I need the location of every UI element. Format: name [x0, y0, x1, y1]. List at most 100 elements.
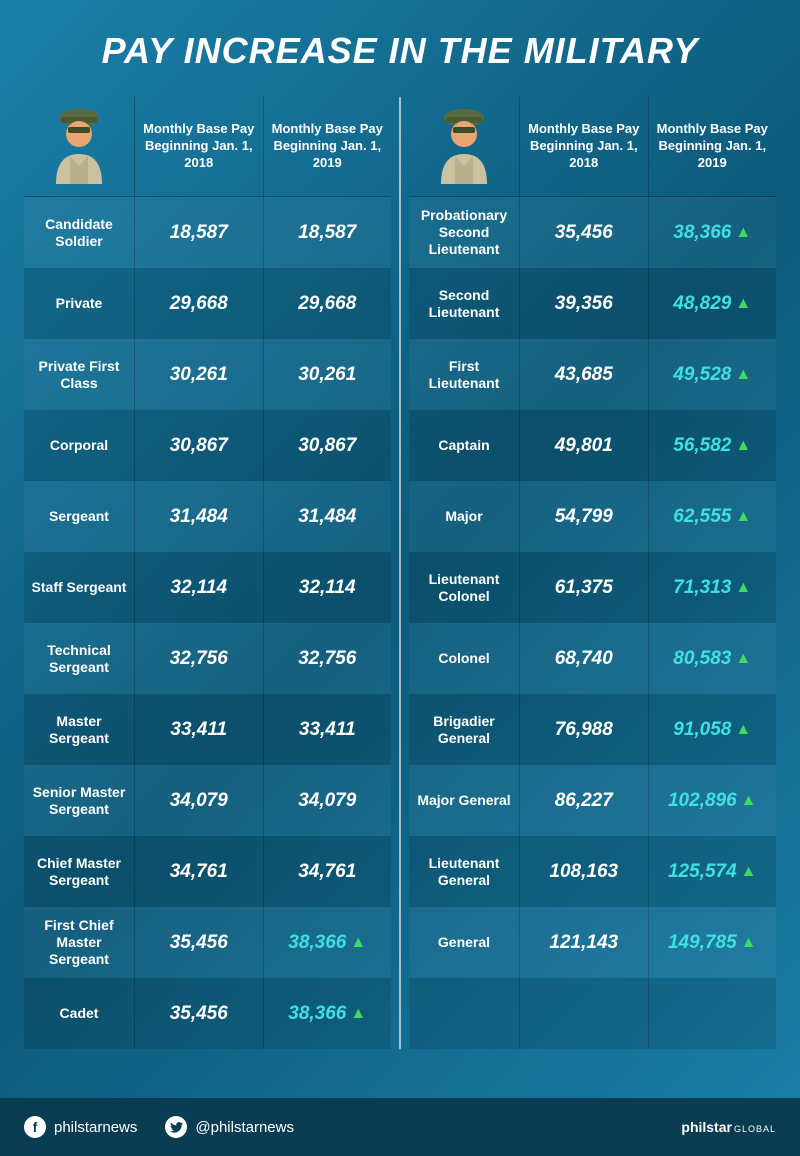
pay-2019-cell: 30,867 [263, 410, 392, 481]
pay-2019-cell: 30,261 [263, 339, 392, 410]
pay-2019-cell: 29,668 [263, 268, 392, 339]
rank-cell: Chief Master Sergeant [24, 836, 134, 907]
pay-2019-cell: 71,313▲ [648, 552, 777, 623]
pay-2018-cell: 86,227 [519, 765, 648, 836]
table-row: Lieutenant Colonel61,37571,313▲ [409, 552, 776, 623]
pay-2018-cell: 30,867 [134, 410, 263, 481]
rank-cell: Private First Class [24, 339, 134, 410]
pay-2018-cell: 29,668 [134, 268, 263, 339]
rank-cell: Corporal [24, 410, 134, 481]
table-row: Cadet35,45638,366▲ [24, 978, 391, 1049]
up-arrow-icon: ▲ [741, 863, 757, 881]
right-table-header: Monthly Base Pay Beginning Jan. 1, 2018 … [409, 97, 776, 197]
page-title: PAY INCREASE IN THE MILITARY [0, 0, 800, 97]
up-arrow-icon: ▲ [735, 437, 751, 455]
pay-2018-cell: 32,114 [134, 552, 263, 623]
up-arrow-icon: ▲ [735, 650, 751, 668]
pay-2019-cell: 91,058▲ [648, 694, 777, 765]
pay-2018-cell: 108,163 [519, 836, 648, 907]
up-arrow-icon: ▲ [735, 295, 751, 313]
pay-2018-cell: 68,740 [519, 623, 648, 694]
table-row: General121,143149,785▲ [409, 907, 776, 978]
col-header-2019: Monthly Base Pay Beginning Jan. 1, 2019 [648, 97, 777, 197]
pay-2019-cell: 18,587 [263, 197, 392, 268]
table-row: Colonel68,74080,583▲ [409, 623, 776, 694]
pay-2018-cell: 31,484 [134, 481, 263, 552]
twitter-link[interactable]: @philstarnews [165, 1116, 294, 1138]
up-arrow-icon: ▲ [735, 721, 751, 739]
table-row: Private First Class30,26130,261 [24, 339, 391, 410]
pay-2018-cell [519, 978, 648, 1049]
rank-cell [409, 978, 519, 1049]
twitter-handle: @philstarnews [195, 1119, 294, 1136]
pay-2019-cell: 31,484 [263, 481, 392, 552]
rank-cell: First Chief Master Sergeant [24, 907, 134, 978]
table-divider [399, 97, 401, 1049]
pay-2019-cell: 149,785▲ [648, 907, 777, 978]
pay-2018-cell: 49,801 [519, 410, 648, 481]
rank-cell: Technical Sergeant [24, 623, 134, 694]
rank-cell: Master Sergeant [24, 694, 134, 765]
col-header-2019: Monthly Base Pay Beginning Jan. 1, 2019 [263, 97, 392, 197]
pay-2018-cell: 34,079 [134, 765, 263, 836]
rank-cell: Cadet [24, 978, 134, 1049]
rank-cell: Lieutenant General [409, 836, 519, 907]
pay-2019-cell: 80,583▲ [648, 623, 777, 694]
pay-2018-cell: 35,456 [134, 907, 263, 978]
rank-cell: First Lieutenant [409, 339, 519, 410]
table-row: Staff Sergeant32,11432,114 [24, 552, 391, 623]
pay-2019-cell: 32,756 [263, 623, 392, 694]
pay-2018-cell: 33,411 [134, 694, 263, 765]
table-row: First Chief Master Sergeant35,45638,366▲ [24, 907, 391, 978]
table-row: Lieutenant General108,163125,574▲ [409, 836, 776, 907]
soldier-icon [24, 104, 134, 189]
table-row: Captain49,80156,582▲ [409, 410, 776, 481]
table-row: Corporal30,86730,867 [24, 410, 391, 481]
table-row: Private29,66829,668 [24, 268, 391, 339]
up-arrow-icon: ▲ [741, 934, 757, 952]
left-table: Monthly Base Pay Beginning Jan. 1, 2018 … [24, 97, 391, 1049]
pay-2018-cell: 61,375 [519, 552, 648, 623]
rank-cell: Senior Master Sergeant [24, 765, 134, 836]
table-row: Master Sergeant33,41133,411 [24, 694, 391, 765]
pay-2018-cell: 121,143 [519, 907, 648, 978]
rank-cell: Lieutenant Colonel [409, 552, 519, 623]
rank-cell: Major [409, 481, 519, 552]
pay-2019-cell: 48,829▲ [648, 268, 777, 339]
table-row: Sergeant31,48431,484 [24, 481, 391, 552]
pay-2018-cell: 30,261 [134, 339, 263, 410]
rank-cell: General [409, 907, 519, 978]
rank-cell: Major General [409, 765, 519, 836]
pay-2019-cell: 34,079 [263, 765, 392, 836]
pay-2018-cell: 18,587 [134, 197, 263, 268]
facebook-link[interactable]: f philstarnews [24, 1116, 137, 1138]
pay-2019-cell: 32,114 [263, 552, 392, 623]
pay-2018-cell: 39,356 [519, 268, 648, 339]
table-row: Probationary Second Lieutenant35,45638,3… [409, 197, 776, 268]
up-arrow-icon: ▲ [735, 366, 751, 384]
rank-cell: Sergeant [24, 481, 134, 552]
right-table: Monthly Base Pay Beginning Jan. 1, 2018 … [409, 97, 776, 1049]
up-arrow-icon: ▲ [735, 224, 751, 242]
pay-2019-cell: 33,411 [263, 694, 392, 765]
pay-2019-cell: 56,582▲ [648, 410, 777, 481]
table-row: First Lieutenant43,68549,528▲ [409, 339, 776, 410]
table-row: Technical Sergeant32,75632,756 [24, 623, 391, 694]
up-arrow-icon: ▲ [350, 934, 366, 952]
table-row: Candidate Soldier18,58718,587 [24, 197, 391, 268]
twitter-icon [165, 1116, 187, 1138]
pay-2019-cell: 49,528▲ [648, 339, 777, 410]
soldier-icon [409, 104, 519, 189]
pay-2018-cell: 43,685 [519, 339, 648, 410]
rank-cell: Captain [409, 410, 519, 481]
pay-2019-cell: 38,366▲ [648, 197, 777, 268]
rank-cell: Private [24, 268, 134, 339]
pay-2019-cell: 38,366▲ [263, 907, 392, 978]
footer: f philstarnews @philstarnews philstarGLO… [0, 1098, 800, 1156]
rank-cell: Second Lieutenant [409, 268, 519, 339]
table-row: Chief Master Sergeant34,76134,761 [24, 836, 391, 907]
rank-cell: Probationary Second Lieutenant [409, 197, 519, 268]
pay-2018-cell: 32,756 [134, 623, 263, 694]
pay-2019-cell: 34,761 [263, 836, 392, 907]
brand-logo: philstarGLOBAL [681, 1119, 776, 1135]
